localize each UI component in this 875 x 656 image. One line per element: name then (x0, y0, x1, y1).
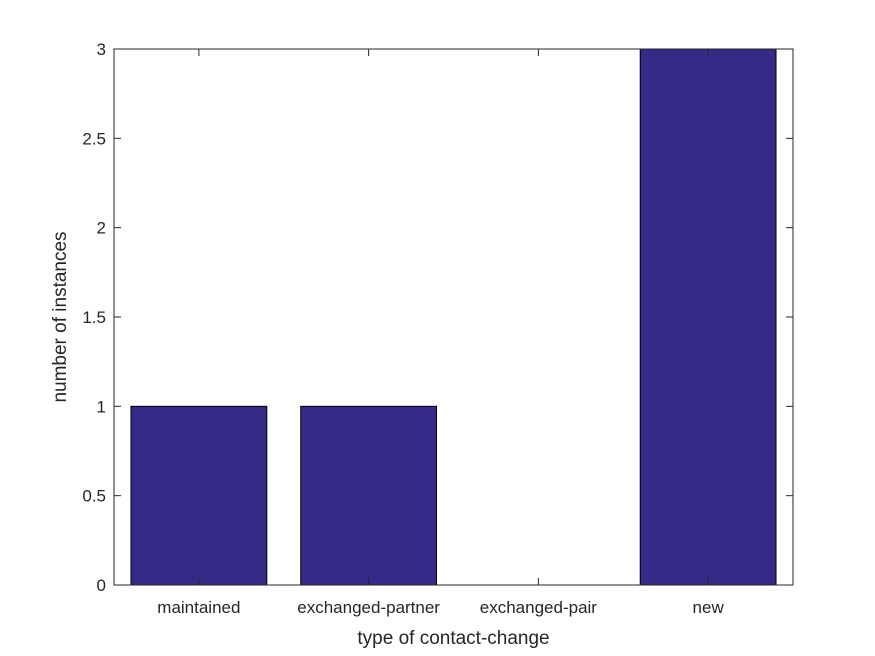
y-tick-label: 2.5 (82, 129, 106, 148)
bar-new (639, 48, 777, 586)
y-tick-label: 0 (97, 576, 106, 595)
bar-maintained (130, 405, 268, 586)
x-axis-label: type of contact-change (357, 628, 549, 649)
y-tick-label: 0.5 (82, 487, 106, 506)
y-tick-label: 3 (97, 40, 106, 59)
y-axis-label: number of instances (50, 231, 71, 402)
x-tick-label: new (693, 598, 725, 617)
y-tick-label: 2 (97, 219, 106, 238)
bar-exchanged-partner (300, 405, 438, 586)
x-tick-label: maintained (157, 598, 240, 617)
x-tick-label: exchanged-pair (480, 598, 598, 617)
y-tick-label: 1 (97, 397, 106, 416)
y-tick-label: 1.5 (82, 308, 106, 327)
x-tick-label: exchanged-partner (297, 598, 440, 617)
